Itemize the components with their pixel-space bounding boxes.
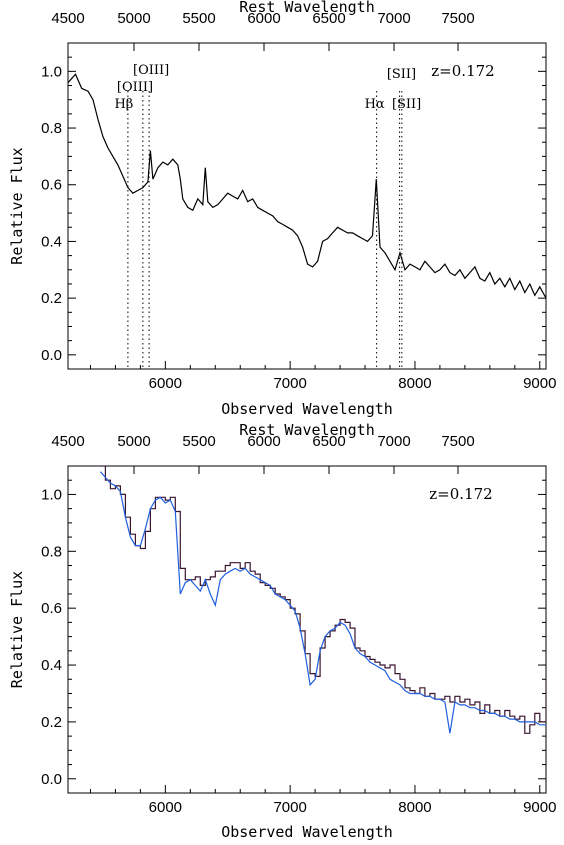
x-tick-label: 8000 [398, 375, 431, 392]
x-tick-label: 9000 [523, 799, 556, 816]
model-spectrum-line [99, 471, 546, 734]
y-tick-label: 0.4 [41, 233, 62, 250]
x-tick-label: 6000 [149, 375, 182, 392]
top-axis-title: Rest Wavelength [239, 421, 374, 439]
redshift-annotation: z=0.172 [429, 485, 492, 503]
x-tick-label: 7000 [273, 375, 306, 392]
top-tick-label: 5000 [117, 433, 150, 450]
top-tick-label: 6500 [312, 10, 345, 27]
top-tick-label: 4500 [51, 433, 84, 450]
redshift-annotation: z=0.172 [431, 62, 494, 80]
x-tick-label: 6000 [149, 799, 182, 816]
top-axis-title: Rest Wavelength [239, 0, 374, 16]
top-tick-label: 5500 [182, 10, 215, 27]
y-tick-label: 0.8 [41, 120, 62, 137]
y-tick-label: 0.2 [41, 714, 62, 731]
top-panel: Rest Wavelength 4500 5000 5500 6000 6500 7000 7… [8, 0, 556, 418]
top-tick-label: 7000 [377, 10, 410, 27]
spectrum-line [68, 73, 546, 299]
top-tick-label: 7500 [441, 433, 474, 450]
y-axis-title: Relative Flux [8, 147, 26, 264]
y-tick-label: 0.6 [41, 600, 62, 617]
x-tick-label: 8000 [398, 799, 431, 816]
top-tick-label: 6000 [247, 10, 280, 27]
top-tick-label: 4500 [51, 10, 84, 27]
x-axis-title: Observed Wavelength [221, 400, 393, 418]
emission-line-label: [SII] [387, 67, 416, 82]
y-tick-label: 0.0 [41, 347, 62, 364]
emission-line-label: Hβ [114, 97, 133, 112]
y-tick-label: 1.0 [41, 486, 62, 503]
y-tick-label: 0.2 [41, 290, 62, 307]
x-tick-label: 7000 [273, 799, 306, 816]
emission-line-label: Hα [365, 97, 385, 112]
top-tick-label: 7000 [377, 433, 410, 450]
emission-line-label: [OIII] [117, 80, 153, 95]
top-tick-label: 6500 [312, 433, 345, 450]
y-axis-title: Relative Flux [8, 571, 26, 688]
top-tick-label: 6000 [247, 433, 280, 450]
emission-line-label: [OIII] [133, 63, 169, 78]
top-tick-label: 7500 [441, 10, 474, 27]
y-tick-label: 0.6 [41, 177, 62, 194]
top-tick-label: 5500 [182, 433, 215, 450]
plot-frame [67, 465, 547, 794]
y-tick-label: 1.0 [41, 63, 62, 80]
y-tick-label: 0.4 [41, 657, 62, 674]
bottom-panel: Rest Wavelength 4500 5000 5500 6000 6500 7000 7… [8, 421, 556, 841]
x-tick-label: 9000 [523, 375, 556, 392]
y-tick-label: 0.0 [41, 771, 62, 788]
x-axis-title: Observed Wavelength [221, 823, 393, 841]
plot-frame [67, 42, 547, 370]
emission-line-label: [SII] [392, 97, 421, 112]
y-tick-label: 0.8 [41, 543, 62, 560]
top-tick-label: 5000 [117, 10, 150, 27]
observed-spectrum-line [100, 466, 546, 734]
